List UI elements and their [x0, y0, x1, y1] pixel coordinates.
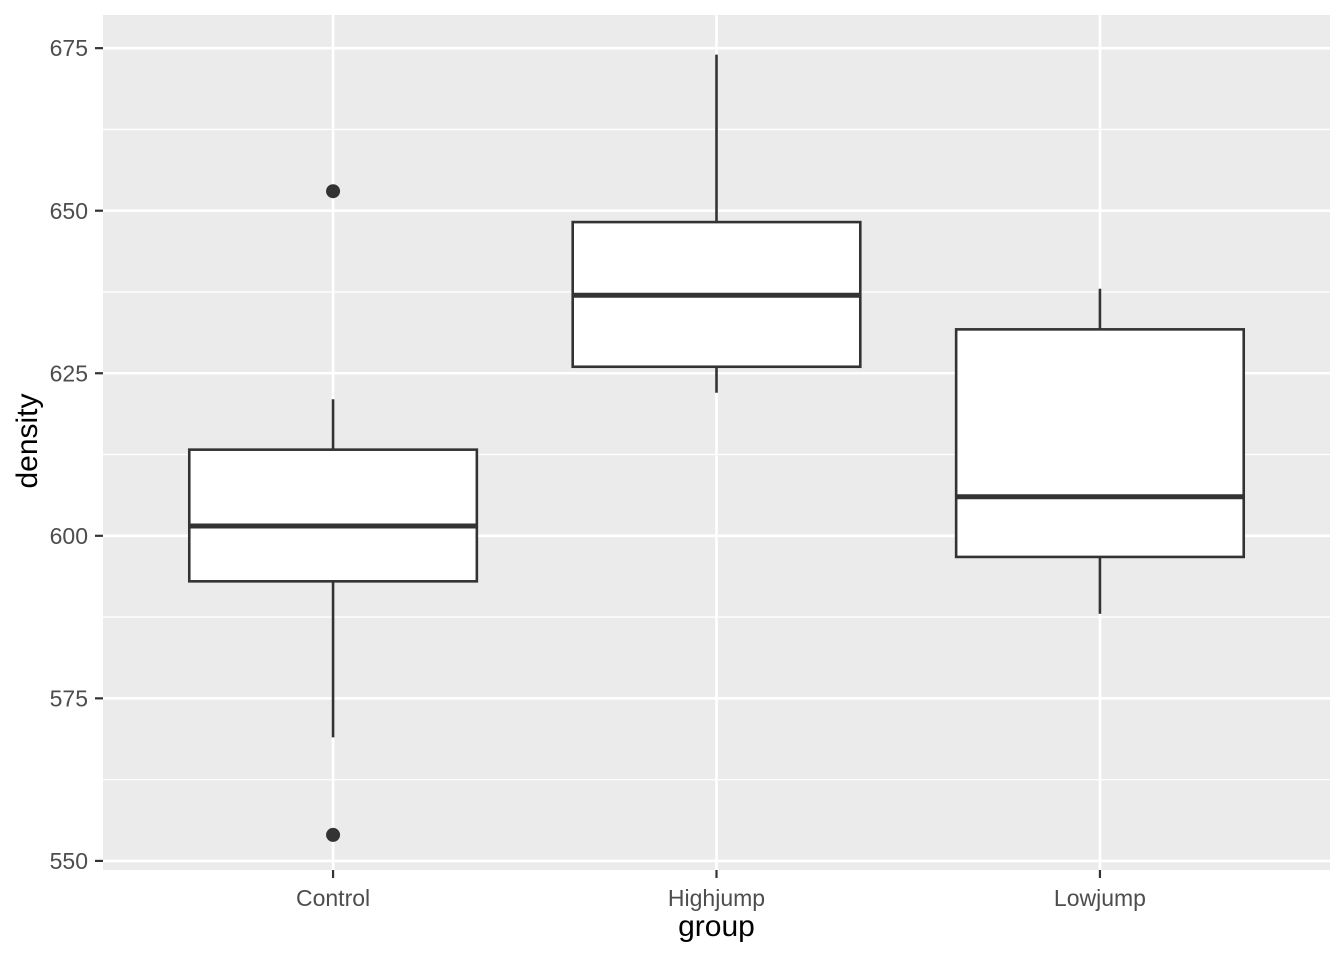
boxplot-highjump [571, 54, 862, 393]
y-tick-label: 550 [50, 848, 88, 874]
box-rect [187, 448, 479, 583]
boxplot-lowjump [954, 288, 1246, 614]
y-tick-label: 600 [50, 523, 88, 549]
y-tick-label: 675 [50, 35, 88, 61]
x-axis-title: group [678, 910, 755, 943]
x-tick-label: Highjump [668, 885, 765, 911]
x-tick-label: Lowjump [1054, 885, 1146, 911]
y-tick-label: 625 [50, 360, 88, 386]
boxplot-control [187, 184, 479, 842]
y-tick-label: 650 [50, 198, 88, 224]
y-axis-title: density [11, 393, 44, 489]
x-tick-label: Control [296, 885, 370, 911]
y-tick-label: 575 [50, 685, 88, 711]
box-rect [954, 328, 1246, 559]
outlier-point [326, 184, 341, 199]
outlier-point [326, 827, 341, 842]
